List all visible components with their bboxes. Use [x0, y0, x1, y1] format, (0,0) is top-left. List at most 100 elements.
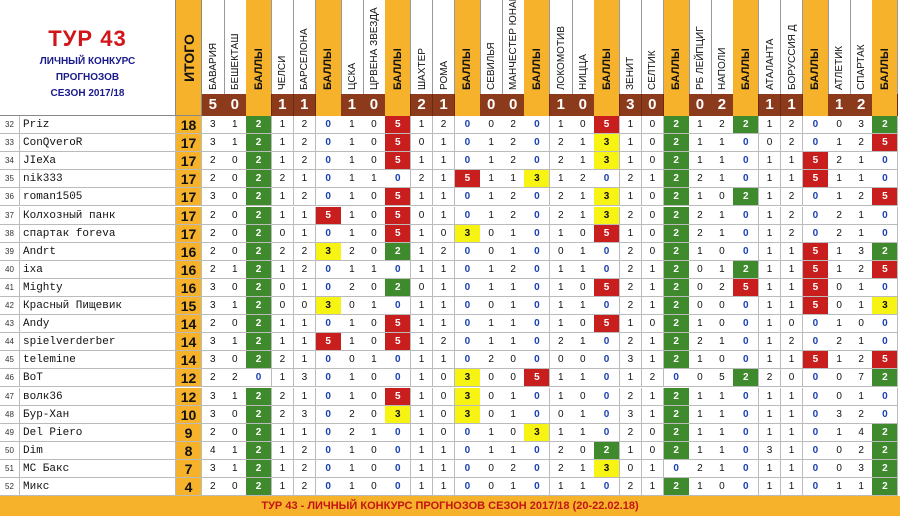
pred-away: 0: [363, 315, 386, 334]
pred-home: 1: [410, 260, 434, 279]
pred-home: 3: [202, 297, 225, 315]
result-bal-cell: [454, 94, 481, 116]
points-cell: 3: [594, 188, 621, 207]
team-name: АТАЛАНТА: [764, 38, 776, 90]
row-number: 49: [0, 423, 20, 442]
pred-away: 5: [711, 369, 734, 388]
pred-away: 1: [502, 297, 525, 315]
participant-name: telemine: [20, 351, 176, 370]
points-cell: 0: [385, 423, 412, 442]
points-cell: 2: [872, 423, 899, 442]
pred-home: 1: [828, 134, 851, 153]
pred-home: 1: [689, 387, 712, 406]
pred-away: 0: [363, 206, 386, 225]
pred-home: 1: [480, 134, 503, 153]
points-cell: 0: [733, 297, 760, 315]
total-points: 8: [176, 441, 202, 460]
points-cell: 5: [385, 224, 412, 243]
pred-home: 1: [828, 423, 851, 442]
pred-home: 1: [480, 423, 503, 442]
table-row: 41 Mighty 16 3 0 2 0 1 0 2 0 2 0 1 0 1 1 0 1 0 5 2 1 2 0 2 5 1 1 5 0 1 0: [0, 278, 900, 297]
pred-home: 1: [828, 315, 851, 334]
team-header: РБ ЛЕЙПЦИГ: [689, 0, 712, 94]
pred-away: 0: [363, 441, 386, 460]
participant-name: ixa: [20, 260, 176, 279]
points-cell: 0: [315, 260, 342, 279]
result-score: 0: [502, 94, 525, 116]
points-cell: 0: [315, 134, 342, 153]
table-row: 32 Priz 18 3 1 2 1 2 0 1 0 5 1 2 0 0 2 0 1 0 5 1 0 2 1 2 2 1 2 0 0 3 2: [0, 116, 900, 134]
team-name: АТЛЕТИК: [834, 45, 846, 90]
pred-away: 1: [780, 478, 804, 496]
points-cell: 0: [594, 351, 621, 370]
points-cell: 5: [802, 242, 829, 261]
pred-away: 1: [641, 387, 665, 406]
pred-home: 1: [341, 224, 364, 243]
pred-away: 1: [572, 423, 595, 442]
pred-home: 1: [271, 333, 295, 352]
row-number: 51: [0, 459, 20, 478]
pred-home: 0: [689, 297, 712, 315]
pred-home: 1: [758, 260, 782, 279]
points-cell: 0: [872, 333, 899, 352]
pred-away: 1: [572, 405, 595, 424]
pred-home: 1: [341, 459, 364, 478]
pred-home: 1: [410, 405, 434, 424]
pred-home: 2: [619, 423, 643, 442]
points-cell: 0: [385, 351, 412, 370]
points-cell: 2: [663, 188, 690, 207]
points-cell: 0: [802, 116, 829, 134]
pred-away: 1: [224, 134, 247, 153]
pred-away: 0: [502, 423, 525, 442]
pred-home: 2: [689, 459, 712, 478]
pred-away: 1: [293, 351, 317, 370]
result-score: 0: [572, 94, 595, 116]
points-cell: 0: [385, 260, 412, 279]
points-cell: 5: [733, 278, 760, 297]
result-bal-cell: [733, 94, 760, 116]
result-score: 1: [271, 94, 295, 116]
pred-home: 1: [410, 116, 434, 134]
points-cell: 0: [663, 459, 690, 478]
points-cell: 3: [524, 170, 551, 189]
points-cell: 0: [872, 224, 899, 243]
points-cell: 2: [246, 206, 273, 225]
pred-home: 1: [271, 423, 295, 442]
pred-home: 3: [202, 387, 225, 406]
pred-home: 1: [619, 116, 643, 134]
pred-home: 2: [480, 351, 503, 370]
pred-away: 1: [293, 387, 317, 406]
points-cell: 0: [385, 297, 412, 315]
row-number: 40: [0, 260, 20, 279]
points-cell: 2: [663, 441, 690, 460]
pred-home: 1: [619, 224, 643, 243]
pred-home: 2: [271, 405, 295, 424]
pred-home: 0: [480, 297, 503, 315]
points-cell: 5: [594, 116, 621, 134]
pred-away: 1: [293, 206, 317, 225]
pred-away: 2: [850, 441, 873, 460]
pred-away: 0: [363, 134, 386, 153]
points-cell: 0: [872, 405, 899, 424]
points-cell: 0: [802, 333, 829, 352]
pred-away: 1: [850, 152, 873, 171]
pred-away: 0: [572, 116, 595, 134]
pred-away: 0: [711, 315, 734, 334]
pred-home: 0: [480, 116, 503, 134]
points-cell: 0: [802, 478, 829, 496]
pred-away: 0: [641, 152, 665, 171]
pred-home: 0: [480, 242, 503, 261]
pred-home: 1: [271, 152, 295, 171]
pred-home: 1: [689, 423, 712, 442]
pred-away: 1: [293, 224, 317, 243]
points-cell: 0: [802, 387, 829, 406]
pred-home: 1: [480, 170, 503, 189]
pred-away: 1: [711, 423, 734, 442]
pred-away: 1: [850, 170, 873, 189]
points-cell: 2: [246, 188, 273, 207]
pred-home: 2: [341, 278, 364, 297]
table-row: 47 волк36 12 3 1 2 2 1 0 1 0 5 1 0 3 0 1 0 1 0 0 2 1 2 1 1 0 1 1 0 0 1 0: [0, 387, 900, 406]
pred-away: 2: [293, 188, 317, 207]
team-name: ШАХТЕР: [416, 48, 428, 90]
pred-home: 3: [202, 459, 225, 478]
